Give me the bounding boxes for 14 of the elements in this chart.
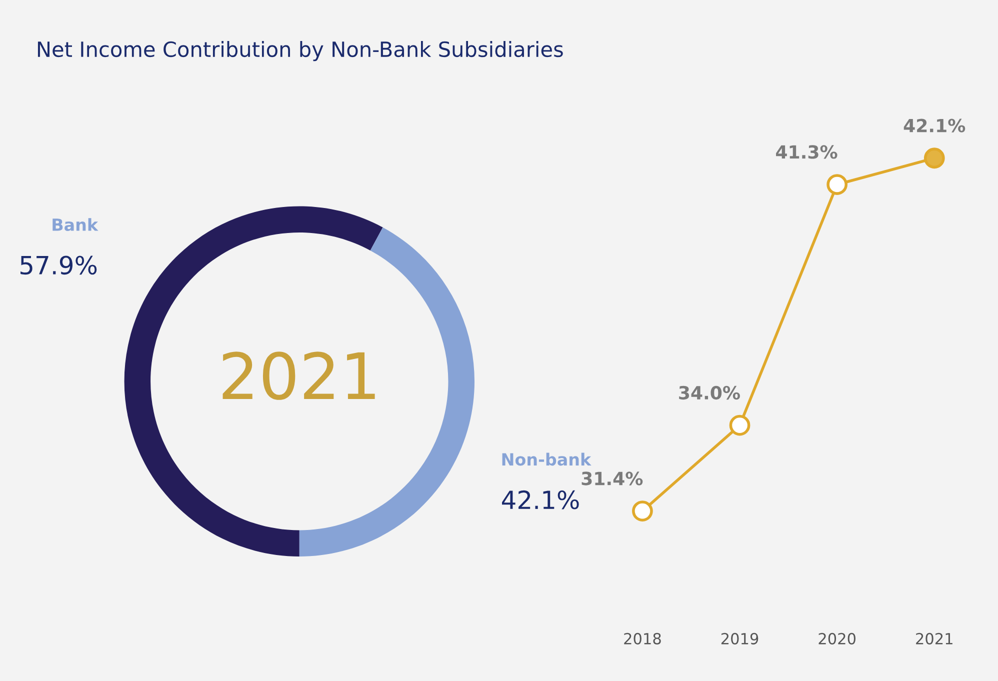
data-label: 42.1% — [502, 490, 579, 510]
slice-label: Non-bank — [502, 452, 592, 466]
x-tick-label: 2020 — [818, 632, 856, 644]
data-label: 41.3% — [776, 145, 838, 159]
x-tick-label: 2018 — [624, 632, 661, 644]
data-label: 57.9% — [20, 256, 97, 275]
chart-title: Net Income Contribution by Non-Bank Subsidiaries — [38, 40, 563, 62]
data-label: 42.1% — [904, 118, 966, 132]
data-label: 34.0% — [679, 386, 740, 400]
data-label: 31.4% — [582, 472, 643, 486]
x-tick-label: 2019 — [721, 632, 758, 644]
slice-label: Bank — [52, 218, 98, 232]
x-tick-label: 2021 — [916, 632, 952, 644]
text: 2021 — [222, 352, 375, 400]
